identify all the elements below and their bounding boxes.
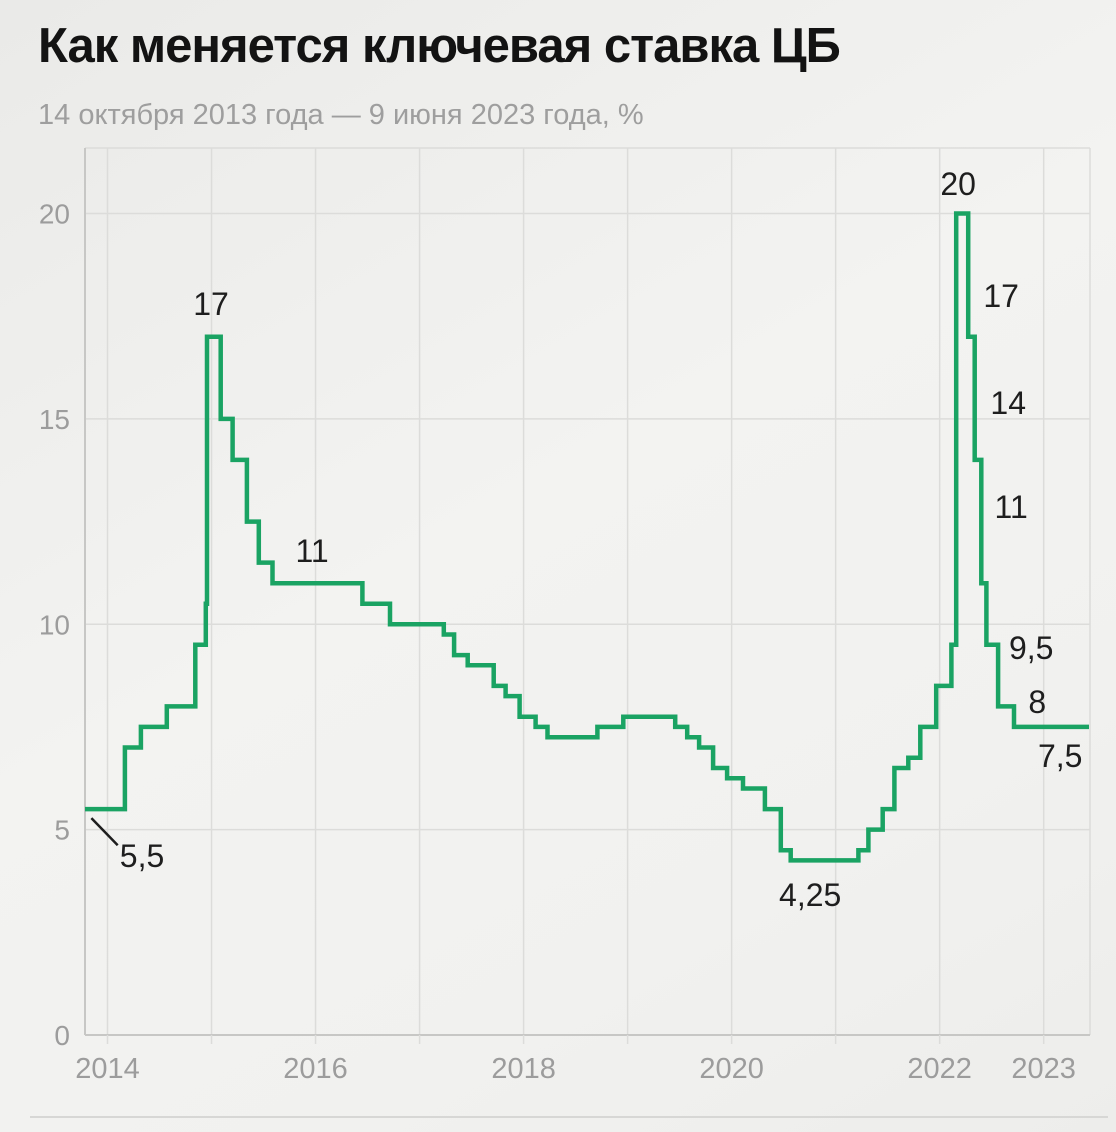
page-title: Как меняется ключевая ставка ЦБ <box>38 19 841 73</box>
chart-header: Как меняется ключевая ставка ЦБ 14 октяб… <box>38 18 1086 133</box>
annotation-step-11: 11 <box>995 489 1028 525</box>
y-axis-label-15: 15 <box>39 404 70 435</box>
x-axis-label-2022: 2022 <box>907 1053 972 1085</box>
bottom-divider <box>30 1116 1108 1118</box>
x-axis-label-2020: 2020 <box>699 1053 764 1085</box>
annotation-step-8: 8 <box>1028 684 1046 720</box>
x-axis-label-2016: 2016 <box>283 1053 348 1085</box>
page-subtitle: 14 октября 2013 года — 9 июня 2023 года,… <box>38 99 644 132</box>
annotation-plateau-11: 11 <box>296 533 329 569</box>
annotation-step-7-5: 7,5 <box>1038 738 1082 774</box>
annotation-start-5-5: 5,5 <box>120 838 164 874</box>
annotation-step-9-5: 9,5 <box>1009 630 1053 666</box>
y-axis-label-10: 10 <box>39 609 70 640</box>
x-axis-label-2023: 2023 <box>1011 1053 1076 1085</box>
y-axis-label-5: 5 <box>54 815 70 846</box>
annotation-peak-2014-17: 17 <box>193 286 229 322</box>
x-axis-label-2014: 2014 <box>75 1053 140 1085</box>
y-axis-label-0: 0 <box>54 1020 70 1051</box>
annotation-step-14: 14 <box>990 385 1026 421</box>
x-axis-label-2018: 2018 <box>491 1053 556 1085</box>
y-axis-label-20: 20 <box>39 199 70 230</box>
annotation-step-17: 17 <box>983 278 1019 314</box>
annotation-leader-line <box>90 817 119 847</box>
annotation-trough-4-25: 4,25 <box>779 877 841 913</box>
annotation-peak-2022-20: 20 <box>940 166 976 202</box>
rate-step-line <box>85 211 1089 863</box>
